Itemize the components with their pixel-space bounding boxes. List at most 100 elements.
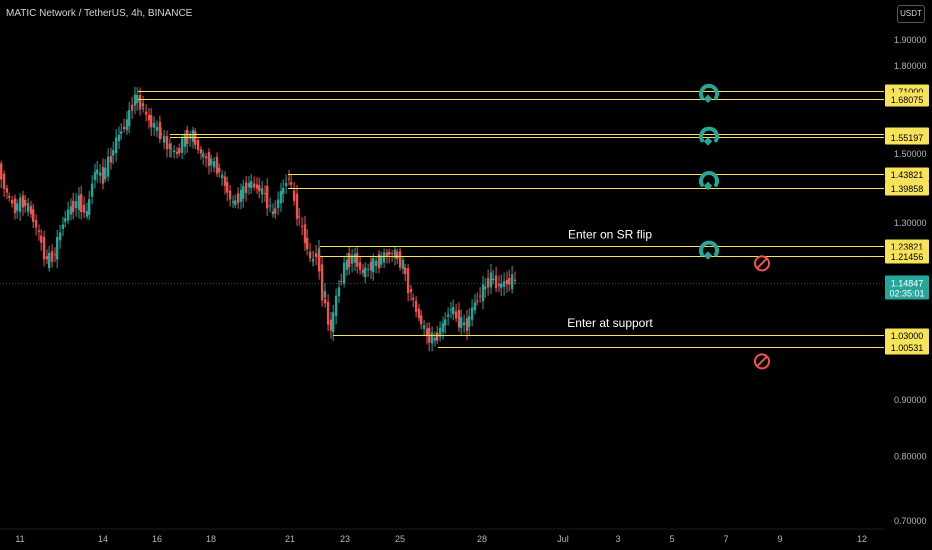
candle-body <box>500 283 503 288</box>
candle-body <box>404 267 407 274</box>
level-label-6: 1.23821 <box>891 242 924 252</box>
candle-body <box>96 169 99 174</box>
candle-body <box>29 206 33 215</box>
y-tick-0: 1.90000 <box>894 35 927 45</box>
candle-body <box>481 284 485 302</box>
candle-body <box>510 274 514 290</box>
y-tick-5: 0.80000 <box>894 452 927 462</box>
candle-body <box>513 279 517 281</box>
candle-body <box>494 275 498 289</box>
candle-body <box>218 168 221 172</box>
candle-body <box>385 252 389 256</box>
candle-body <box>320 264 324 301</box>
candle-body <box>98 172 102 176</box>
candle-body <box>274 208 277 214</box>
candle-body <box>356 253 359 267</box>
candle-body <box>298 216 301 218</box>
candle-body <box>441 323 445 333</box>
x-tick-9: 3 <box>615 534 620 544</box>
candle-body <box>93 172 97 180</box>
candle-body <box>34 220 38 228</box>
y-tick-3: 1.30000 <box>894 218 927 228</box>
candle-body <box>188 134 192 139</box>
candle-body <box>194 131 197 145</box>
candle-body <box>334 295 338 317</box>
x-tick-2: 16 <box>152 534 162 544</box>
candle-body <box>183 134 187 147</box>
candle-body <box>382 252 386 263</box>
candle-body <box>374 260 378 267</box>
candle-body <box>85 211 89 217</box>
candle-body <box>460 317 463 328</box>
currency-selector[interactable]: USDT <box>897 5 925 23</box>
candle-body <box>484 286 487 290</box>
level-label-bg-4 <box>885 167 929 182</box>
candle-body <box>422 325 426 329</box>
candle-body <box>340 280 343 282</box>
candle-body <box>290 182 293 185</box>
candle-body <box>66 209 70 221</box>
candle-body <box>125 119 129 131</box>
candle-body <box>106 156 110 177</box>
candle-body <box>452 307 455 315</box>
candle-body <box>470 307 474 320</box>
candle-body <box>486 278 490 288</box>
level-label-bg-9 <box>885 340 929 355</box>
candle-body <box>180 138 184 153</box>
candle-body <box>300 225 304 227</box>
candle-body <box>130 104 134 111</box>
candle-body <box>412 298 415 300</box>
candle-body <box>502 281 506 287</box>
candle-body <box>136 95 139 104</box>
candle-body <box>436 332 439 341</box>
candle-body <box>236 193 240 204</box>
candle-body <box>372 258 375 273</box>
candle-body <box>292 190 296 201</box>
candle-body <box>178 148 181 153</box>
candle-body <box>250 181 253 189</box>
candle-body <box>492 278 495 281</box>
candle-body <box>409 289 413 293</box>
candle-body <box>446 314 450 317</box>
candle-body <box>318 254 321 272</box>
candle-body <box>45 256 49 260</box>
candle-body <box>13 198 17 214</box>
candle-body <box>489 272 493 288</box>
candle-body <box>120 131 123 134</box>
candle-body <box>58 232 62 241</box>
candle-body <box>303 224 307 244</box>
level-label-bg-3 <box>885 130 929 145</box>
candle-body <box>242 186 245 199</box>
candle-body <box>16 203 19 211</box>
candle-body <box>329 319 333 331</box>
candle-body <box>88 199 91 215</box>
candle-body <box>478 295 482 297</box>
current-price-countdown: 02:35:01 <box>889 289 924 299</box>
candle-body <box>37 230 41 232</box>
candle-body <box>295 193 299 219</box>
x-tick-5: 23 <box>340 534 350 544</box>
candle-body <box>279 191 283 204</box>
candle-body <box>420 315 423 325</box>
level-label-9: 1.00531 <box>891 343 924 353</box>
candle-body <box>366 268 370 270</box>
candle-body <box>165 136 169 150</box>
candle-body <box>142 107 145 109</box>
stop-icon <box>754 353 770 370</box>
candle-body <box>266 186 269 209</box>
level-label-bg-5 <box>885 181 929 196</box>
candle-body <box>175 151 179 155</box>
candle-body <box>342 262 346 284</box>
level-label-1: 1.68075 <box>891 95 924 105</box>
candle-body <box>433 337 437 341</box>
candle-body <box>231 201 235 203</box>
target-icon <box>699 83 719 103</box>
candle-body <box>122 126 126 130</box>
level-label-5: 1.39858 <box>891 184 924 194</box>
y-tick-4: 0.90000 <box>894 395 927 405</box>
candle-body <box>284 182 288 187</box>
candle-body <box>312 258 315 260</box>
candle-body <box>155 126 159 131</box>
candle-body <box>207 151 211 166</box>
